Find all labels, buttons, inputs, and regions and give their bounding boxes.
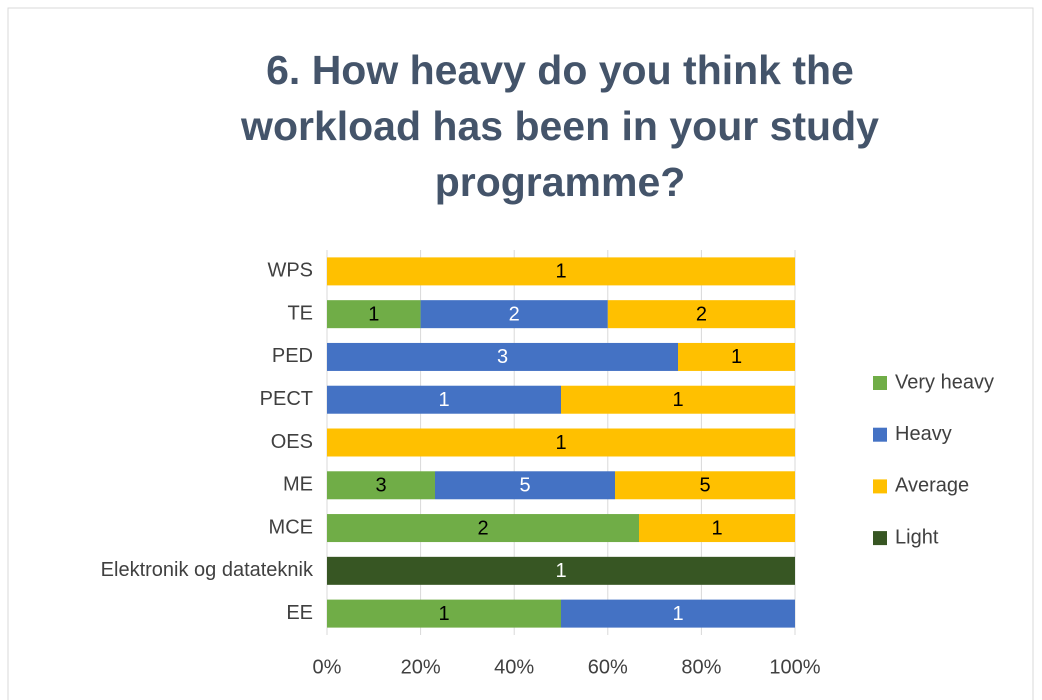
chart-border: [7, 7, 1034, 700]
y-tick-label: WPS: [267, 260, 313, 282]
data-label: 1: [672, 389, 683, 411]
legend-label: Heavy: [895, 423, 952, 445]
data-label: 3: [375, 475, 386, 497]
x-tick-label: 0%: [313, 656, 342, 678]
data-label: 1: [555, 432, 566, 454]
data-label: 2: [696, 303, 707, 325]
legend-swatch: [873, 531, 887, 546]
legend-swatch: [873, 427, 887, 442]
data-label: 5: [699, 475, 710, 497]
bar-segment: [327, 300, 421, 329]
bar-segment: [615, 471, 795, 500]
legend-label: Light: [895, 526, 939, 548]
chart-title: 6. How heavy do you think the workload h…: [241, 47, 879, 205]
y-tick-label: ME: [283, 474, 313, 496]
legend-label: Average: [895, 475, 969, 497]
data-label: 2: [509, 303, 520, 325]
x-tick-label: 100%: [769, 656, 820, 678]
data-label: 3: [497, 346, 508, 368]
y-tick-label: OES: [271, 431, 313, 453]
legend-swatch: [873, 376, 887, 390]
bar-segment: [420, 300, 608, 329]
x-tick-label: 40%: [494, 656, 534, 678]
bar-segment: [327, 599, 561, 628]
data-label: 1: [368, 303, 379, 325]
data-label: 5: [519, 475, 530, 497]
bar-segment: [327, 471, 435, 500]
bar-segment: [678, 342, 795, 371]
x-tick-label: 60%: [588, 656, 628, 678]
bar-segment: [561, 385, 795, 414]
data-label: 1: [438, 603, 449, 625]
data-label: 2: [477, 517, 488, 539]
bar-segment: [607, 300, 795, 329]
data-label: 1: [555, 261, 566, 283]
data-label: 1: [711, 517, 722, 539]
bar-segment: [435, 471, 615, 500]
y-tick-label: PED: [272, 345, 313, 367]
bar-segment: [327, 428, 795, 457]
data-label: 1: [672, 603, 683, 625]
x-tick-label: 20%: [401, 656, 441, 678]
bar-segment: [327, 514, 639, 543]
y-tick-label: PECT: [260, 388, 313, 410]
data-label: 1: [555, 560, 566, 582]
bar-segment: [639, 514, 795, 543]
legend-swatch: [873, 479, 887, 494]
data-label: 1: [731, 346, 742, 368]
data-label: 1: [438, 389, 449, 411]
bar-segment: [327, 385, 561, 414]
y-tick-label: TE: [287, 302, 313, 324]
legend-label: Very heavy: [895, 371, 994, 393]
y-tick-label: Elektronik og datateknik: [101, 559, 314, 581]
bar-segment: [327, 556, 795, 585]
y-tick-label: EE: [286, 602, 313, 624]
bar-segment: [561, 599, 795, 628]
bar-segment: [327, 342, 678, 371]
y-tick-label: MCE: [269, 516, 313, 538]
x-tick-label: 80%: [681, 656, 721, 678]
bar-segment: [327, 257, 795, 286]
